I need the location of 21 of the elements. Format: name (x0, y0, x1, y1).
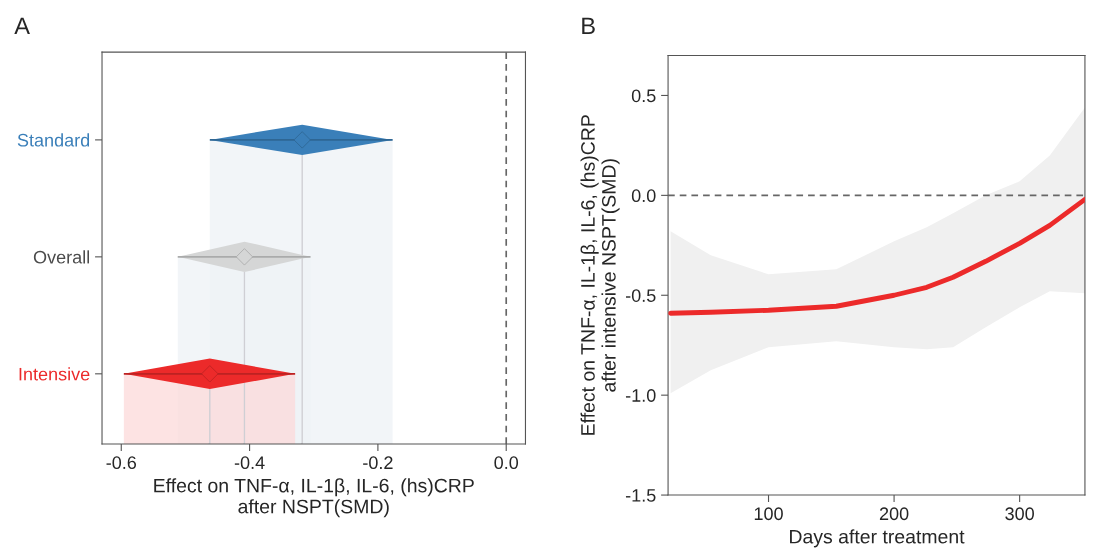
line-series (668, 196, 1085, 316)
x-tick-label: -0.6 (106, 456, 137, 470)
y-axis-title: Effect on TNF-α, IL-1β, IL-6, (hs)CRP after intensive NSPT(SMD) (580, 115, 620, 435)
y-tick-label: -0.5 (625, 289, 656, 302)
y-tick-label: -1.0 (625, 389, 656, 402)
y-tick-label: -1.5 (625, 489, 656, 502)
x-tick-label: -0.2 (363, 456, 393, 470)
y-tick-label: Overall (33, 250, 90, 264)
y-tick-label: Intensive (19, 367, 90, 381)
x-axis-title: Days after treatment (790, 529, 965, 548)
x-tick-label: 300 (1005, 507, 1034, 521)
x-tick-label: 200 (879, 507, 909, 521)
x-tick-label: 0.0 (494, 456, 519, 470)
text: B (582, 17, 595, 34)
y-tick-label: 0.5 (631, 89, 656, 103)
y-tick-label: Standard (17, 133, 90, 147)
x-tick-label: -0.4 (234, 456, 265, 470)
text: A (14, 17, 30, 34)
x-tick-label: 100 (754, 507, 783, 521)
y-tick-label: 0.0 (631, 189, 656, 203)
x-axis-title: Effect on TNF-α, IL-1β, IL-6, (hs)CRP after NSPT(SMD) (154, 478, 474, 518)
